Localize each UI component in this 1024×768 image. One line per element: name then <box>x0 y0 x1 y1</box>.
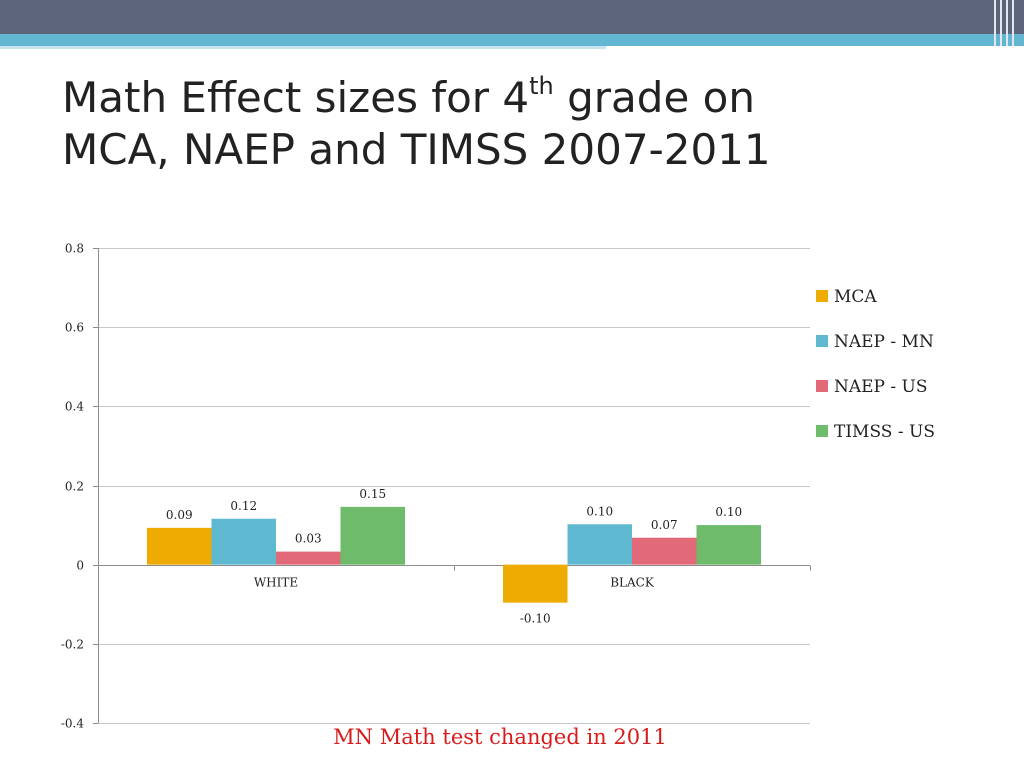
y-tick-label: -0.4 <box>61 717 85 731</box>
legend-label: TIMSS - US <box>834 422 935 442</box>
header-accent-highlight <box>0 46 606 49</box>
axes: -0.4 -0.2 0 0.2 0.4 0.6 0.8 WHITE BLACK <box>61 242 811 731</box>
data-label: 0.15 <box>359 487 386 501</box>
legend-swatch <box>816 425 828 437</box>
title-line2: MCA, NAEP and TIMSS 2007-2011 <box>62 125 771 174</box>
title-superscript: th <box>529 72 554 100</box>
data-labels: 0.09 0.12 0.03 0.15 -0.10 0.10 0.07 0.10 <box>166 487 742 626</box>
y-tick-label: 0.2 <box>65 480 84 494</box>
y-tick-label: 0.8 <box>65 242 84 256</box>
title-line1-end: grade on <box>553 73 755 122</box>
legend-swatch <box>816 380 828 392</box>
data-label: 0.10 <box>586 504 613 518</box>
legend-label: MCA <box>834 287 877 307</box>
legend: MCA NAEP - MN NAEP - US TIMSS - US <box>816 287 935 442</box>
legend-label: NAEP - MN <box>834 332 934 352</box>
bar <box>147 527 212 565</box>
bars <box>147 506 761 603</box>
title-line1-start: Math Effect sizes for 4 <box>62 73 530 122</box>
category-label: WHITE <box>254 576 298 590</box>
legend-swatch <box>816 290 828 302</box>
slide-title: Math Effect sizes for 4th grade on MCA, N… <box>62 72 962 176</box>
data-label: 0.03 <box>295 532 322 546</box>
header-accent-stripe <box>0 34 1024 46</box>
legend-swatch <box>816 335 828 347</box>
data-label: 0.10 <box>715 505 742 519</box>
data-label: 0.12 <box>230 499 257 513</box>
bar <box>632 537 697 565</box>
corner-decoration <box>990 0 1024 46</box>
y-tick-label: -0.2 <box>61 638 84 652</box>
bar <box>340 506 405 565</box>
footnote: MN Math test changed in 2011 <box>333 725 667 749</box>
y-tick-label: 0 <box>76 559 84 573</box>
header-band <box>0 0 1024 34</box>
gridlines <box>98 248 810 724</box>
bar <box>211 518 276 565</box>
bar <box>503 564 568 603</box>
bar <box>567 524 632 565</box>
data-label: 0.09 <box>166 508 193 522</box>
bar <box>276 551 341 565</box>
data-label: -0.10 <box>520 612 551 626</box>
data-label: 0.07 <box>651 518 678 532</box>
category-label: BLACK <box>610 576 655 590</box>
y-tick-label: 0.4 <box>65 400 84 414</box>
bar <box>696 525 761 565</box>
y-tick-label: 0.6 <box>65 321 84 335</box>
legend-label: NAEP - US <box>834 377 928 397</box>
